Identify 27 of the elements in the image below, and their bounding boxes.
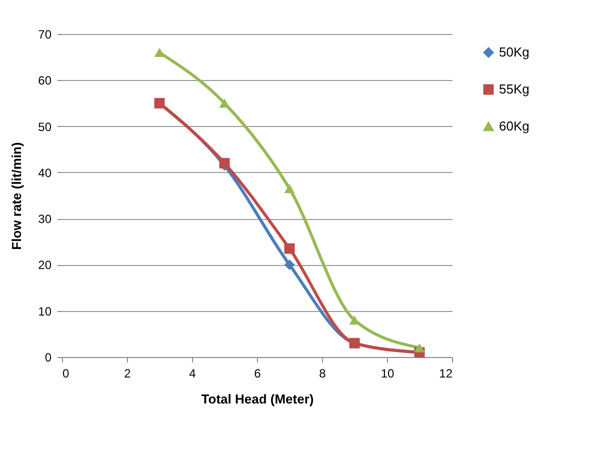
y-tick-label: 20 (38, 258, 52, 272)
y-axis-title: Flow rate (lit/min) (9, 142, 24, 250)
point (284, 243, 295, 254)
legend-label: 55Kg (499, 82, 530, 96)
point (284, 259, 295, 270)
y-tick-label: 40 (38, 166, 52, 180)
point (414, 343, 425, 352)
x-tick-label: 0 (62, 366, 70, 380)
x-axis-title: Total Head (Meter) (201, 392, 314, 406)
y-tick-label: 30 (38, 212, 52, 226)
x-tick-label: 2 (124, 366, 132, 380)
y-tick-label: 70 (38, 28, 52, 42)
x-tick-label: 6 (254, 366, 262, 380)
x-tick-label: 12 (439, 366, 453, 380)
legend-label: 60Kg (499, 118, 530, 134)
x-tick-label: 8 (319, 366, 326, 380)
y-tick-label: 10 (38, 304, 52, 318)
legend-label: 50Kg (499, 44, 530, 60)
point (219, 158, 230, 168)
x-tick-label: 4 (189, 366, 196, 380)
point (219, 98, 230, 108)
y-tick-label: 60 (38, 74, 52, 88)
point (284, 184, 295, 194)
y-tick-label: 50 (38, 120, 52, 134)
point (154, 48, 165, 57)
y-tick-label: 0 (44, 350, 52, 364)
x-tick-label: 10 (380, 366, 394, 380)
